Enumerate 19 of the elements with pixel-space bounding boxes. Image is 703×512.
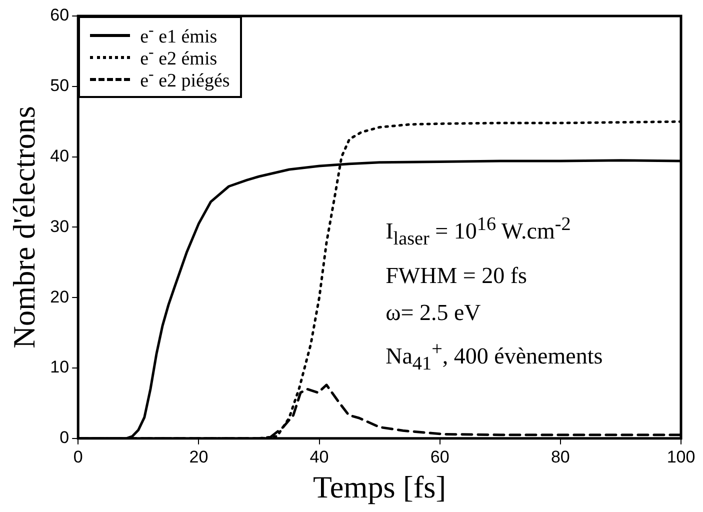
y-tick-label: 50: [50, 76, 70, 96]
y-tick-label: 30: [50, 216, 70, 236]
x-tick-label: 100: [666, 447, 696, 466]
x-tick-label: 60: [430, 447, 450, 466]
y-tick-label: 20: [50, 287, 70, 306]
x-tick-label: 40: [310, 447, 329, 466]
annotation: Na$_{41}$$^{+}$, 400 évènements: [386, 338, 603, 377]
x-tick-label: 80: [550, 447, 570, 466]
y-tick-label: 40: [50, 146, 70, 166]
y-tick-label: 0: [60, 428, 70, 448]
x-axis-title: Temps [fs]: [313, 470, 446, 505]
annotation: ω= 2.5 eV: [386, 299, 482, 328]
annotation: I$_{laser}$ = 10$^{16}$ W.cm$^{-2}$: [386, 213, 572, 252]
x-tick-label: 0: [73, 447, 83, 466]
annotation: FWHM = 20 fs: [386, 262, 528, 290]
y-tick-label: 60: [50, 6, 70, 25]
y-tick-label: 10: [50, 358, 70, 377]
y-axis-title: Nombre d'électrons: [6, 106, 42, 348]
x-tick-label: 20: [189, 447, 208, 466]
